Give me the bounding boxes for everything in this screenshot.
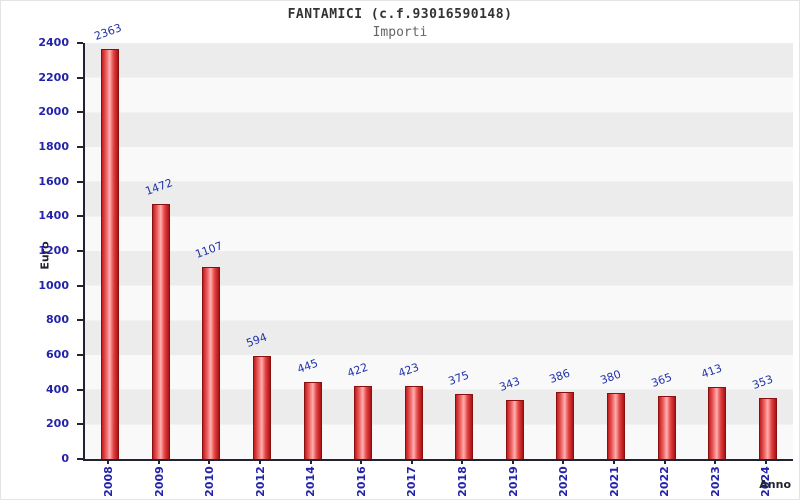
bar-value-label: 413 [699,362,724,382]
y-tick-label: 1600 [38,174,69,188]
y-tick-mark [77,215,83,218]
bar [303,381,322,459]
x-tick-mark [208,459,211,464]
plot-area: 2363 1472 1107 594 445 422 423 375 343 386 380 365 4… [77,22,793,461]
bar [505,399,524,459]
bar [657,395,676,459]
x-tick-label: 2009 [152,465,166,497]
bar-value-label: 386 [547,366,573,387]
x-tick-mark [461,459,464,464]
y-tick-mark [77,284,83,287]
bar [758,397,777,459]
bar-value-label: 365 [649,370,674,390]
y-tick-mark [77,319,83,322]
y-tick-label: 1800 [38,140,69,153]
x-tick-label: 2019 [506,465,520,497]
y-tick-label: 600 [46,348,69,361]
x-tick-mark [562,459,565,464]
x-tick-mark [613,459,615,464]
x-tick-mark [410,459,413,464]
x-tick-mark [663,459,666,464]
bar [354,385,373,459]
x-tick-mark [511,459,514,464]
y-tick-label: 1400 [38,209,69,223]
y-tick-mark [77,423,83,426]
x-tick-mark [157,459,160,464]
x-tick-label: 2014 [304,465,318,497]
x-tick-label: 2017 [405,465,419,497]
x-tick-mark [309,459,312,464]
x-tick-mark [714,459,717,464]
y-tick-label: 2200 [38,70,69,84]
y-tick-label: 200 [46,417,69,431]
x-tick-mark [259,459,261,464]
bar [151,203,170,459]
y-tick-label: 800 [46,313,69,327]
bar-value-label: 1472 [143,176,175,198]
bar-value-label: 353 [750,372,775,392]
y-axis: 0 200 400 600 800 1000 1200 1400 1600 1800 2000 220… [1,36,81,465]
bar [404,385,423,459]
chart-subtitle: Importi [372,25,428,40]
y-tick-mark [77,458,83,460]
bar-value-label: 375 [446,368,472,388]
bar-value-label: 423 [396,360,421,380]
chart-title: FANTAMICI (c.f.93016590148) [287,7,513,22]
bar [556,392,575,459]
x-tick-label: 2020 [556,465,570,497]
y-tick-label: 1200 [38,244,69,257]
y-tick-mark [77,388,83,391]
x-tick-label: 2021 [607,465,621,497]
y-tick-mark [77,111,83,114]
y-tick-mark [77,180,83,183]
x-tick-label: 2016 [354,465,368,497]
bar-value-label: 1107 [193,239,225,262]
bar [101,49,120,459]
x-tick-label: 2010 [202,465,216,497]
y-tick-label: 1000 [38,278,69,292]
x-tick-mark [360,459,363,464]
x-axis: 2008 2009 2010 2012 2014 2016 2017 2018 2019 2020… [83,459,791,499]
y-tick-label: 2000 [38,105,69,119]
x-tick-label: 2012 [253,465,267,497]
bar-value-label: 343 [497,374,522,394]
bar [708,387,727,459]
bar-value-label: 445 [295,356,320,376]
x-tick-label: 2018 [455,465,469,497]
bar-value-label: 594 [244,330,269,351]
y-tick-mark [77,146,83,148]
x-tick-mark [764,459,767,464]
bar-value-label: 380 [598,367,623,388]
y-tick-mark [77,76,83,79]
x-tick-label: 2008 [101,465,115,497]
y-tick-mark [77,250,83,252]
y-tick-label: 400 [46,382,69,396]
x-tick-mark [107,459,110,464]
x-axis-label: Anno [759,478,791,491]
x-tick-label: 2022 [658,465,672,497]
y-tick-label: 2400 [38,36,69,49]
x-tick-label: 2023 [708,465,722,497]
bar [607,393,625,459]
bar [455,394,474,459]
y-tick-mark [77,354,83,356]
bar [253,356,271,459]
bar [202,267,221,459]
y-tick-mark [77,42,83,44]
bar-value-label: 422 [345,360,370,380]
y-tick-label: 0 [61,452,69,465]
